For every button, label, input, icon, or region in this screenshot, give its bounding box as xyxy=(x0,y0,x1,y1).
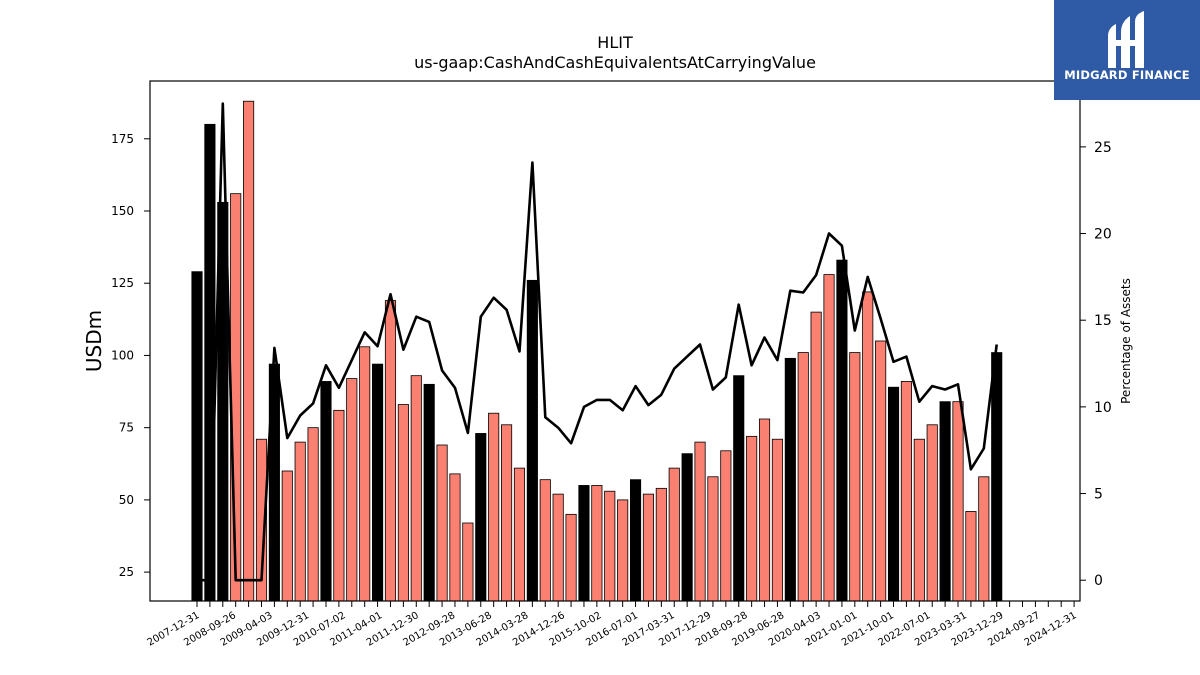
bar-quarterly xyxy=(462,522,474,602)
y2-axis-label: Percentage of Assets xyxy=(1119,278,1133,404)
bar-quarterly xyxy=(797,352,809,602)
bar-quarterly xyxy=(488,412,500,602)
y-tick-label: 175 xyxy=(111,132,134,146)
bar-quarterly xyxy=(746,435,758,602)
y-tick-label: 50 xyxy=(119,493,134,507)
bar-quarterly xyxy=(591,485,603,602)
bar-quarterly xyxy=(707,476,719,602)
y2-tick-label: 5 xyxy=(1094,487,1103,503)
y2-tick-label: 0 xyxy=(1094,573,1103,589)
bar-annual xyxy=(191,271,203,602)
pct-assets-line xyxy=(197,102,998,582)
y-tick-label: 75 xyxy=(119,421,134,435)
bar-quarterly xyxy=(694,441,706,602)
bar-annual xyxy=(784,357,796,602)
y2-tick-label: 10 xyxy=(1094,400,1112,416)
chart-title: HLIT xyxy=(597,33,633,52)
bar-quarterly xyxy=(539,479,551,602)
bar-quarterly xyxy=(281,470,293,602)
bar-quarterly xyxy=(771,438,783,602)
bar-quarterly xyxy=(294,441,306,602)
bar-quarterly xyxy=(346,378,358,602)
bar-annual xyxy=(991,352,1003,602)
y-axis-right: 0 5 10 15 20 25 xyxy=(1080,140,1112,589)
y-tick-label: 25 xyxy=(119,565,134,579)
bar-quarterly xyxy=(720,450,732,602)
bar-quarterly xyxy=(359,346,371,602)
bar-quarterly xyxy=(565,513,577,602)
bar-quarterly xyxy=(862,291,874,602)
bar-quarterly xyxy=(668,467,680,602)
bar-quarterly xyxy=(913,438,925,602)
y2-tick-label: 20 xyxy=(1094,227,1112,243)
bar-quarterly xyxy=(655,487,667,602)
y-axis-left: 25 50 75 100 125 150 175 xyxy=(111,132,150,579)
plot-frame xyxy=(149,80,1081,602)
y2-tick-label: 25 xyxy=(1094,140,1112,156)
bar-quarterly xyxy=(926,424,938,602)
bar-quarterly xyxy=(449,473,461,602)
bar-quarterly xyxy=(604,490,616,602)
bar-quarterly xyxy=(333,409,345,602)
bar-quarterly xyxy=(307,427,319,602)
bar-annual xyxy=(578,485,590,602)
bar-annual xyxy=(526,279,538,602)
bar-annual xyxy=(372,363,384,602)
bar-quarterly xyxy=(965,511,977,602)
bar-quarterly xyxy=(952,401,964,602)
bar-quarterly xyxy=(617,499,629,602)
line-series xyxy=(197,102,998,582)
bar-quarterly xyxy=(823,274,835,602)
y-tick-label: 150 xyxy=(111,204,134,218)
bar-quarterly xyxy=(849,352,861,602)
y-tick-label: 100 xyxy=(111,348,134,362)
bar-annual xyxy=(733,375,745,602)
y-tick-label: 125 xyxy=(111,276,134,290)
midgard-logo-icon xyxy=(1108,11,1144,68)
bar-annual xyxy=(939,401,951,602)
bar-quarterly xyxy=(900,381,912,602)
bar-annual xyxy=(204,123,216,602)
bar-annual xyxy=(320,381,332,602)
bar-quarterly xyxy=(978,476,990,602)
bar-quarterly xyxy=(758,418,771,602)
bar-annual xyxy=(836,259,848,602)
bar-quarterly xyxy=(243,100,255,602)
bar-quarterly xyxy=(642,493,655,602)
bar-quarterly xyxy=(552,493,564,602)
bar-annual xyxy=(475,433,487,602)
bar-series xyxy=(191,100,1003,602)
brand-logo-panel: MIDGARD FINANCE xyxy=(1054,0,1200,100)
bar-quarterly xyxy=(810,311,822,602)
bar-annual xyxy=(629,479,642,602)
bar-quarterly xyxy=(410,375,422,602)
bar-quarterly xyxy=(397,404,409,602)
bar-quarterly xyxy=(384,300,397,602)
bar-quarterly xyxy=(436,444,448,602)
brand-name: MIDGARD FINANCE xyxy=(1064,68,1190,82)
bar-quarterly xyxy=(875,340,887,602)
y2-tick-label: 15 xyxy=(1094,313,1112,329)
bar-annual xyxy=(423,383,435,602)
y-axis-label: USDm xyxy=(82,310,106,372)
chart-subtitle: us-gaap:CashAndCashEquivalentsAtCarrying… xyxy=(414,53,816,72)
x-axis: 2007-12-312008-09-262009-04-032009-12-31… xyxy=(146,601,1079,649)
bar-annual xyxy=(887,386,900,602)
bar-quarterly xyxy=(501,424,513,602)
bar-annual xyxy=(681,453,693,602)
bar-quarterly xyxy=(513,467,526,602)
